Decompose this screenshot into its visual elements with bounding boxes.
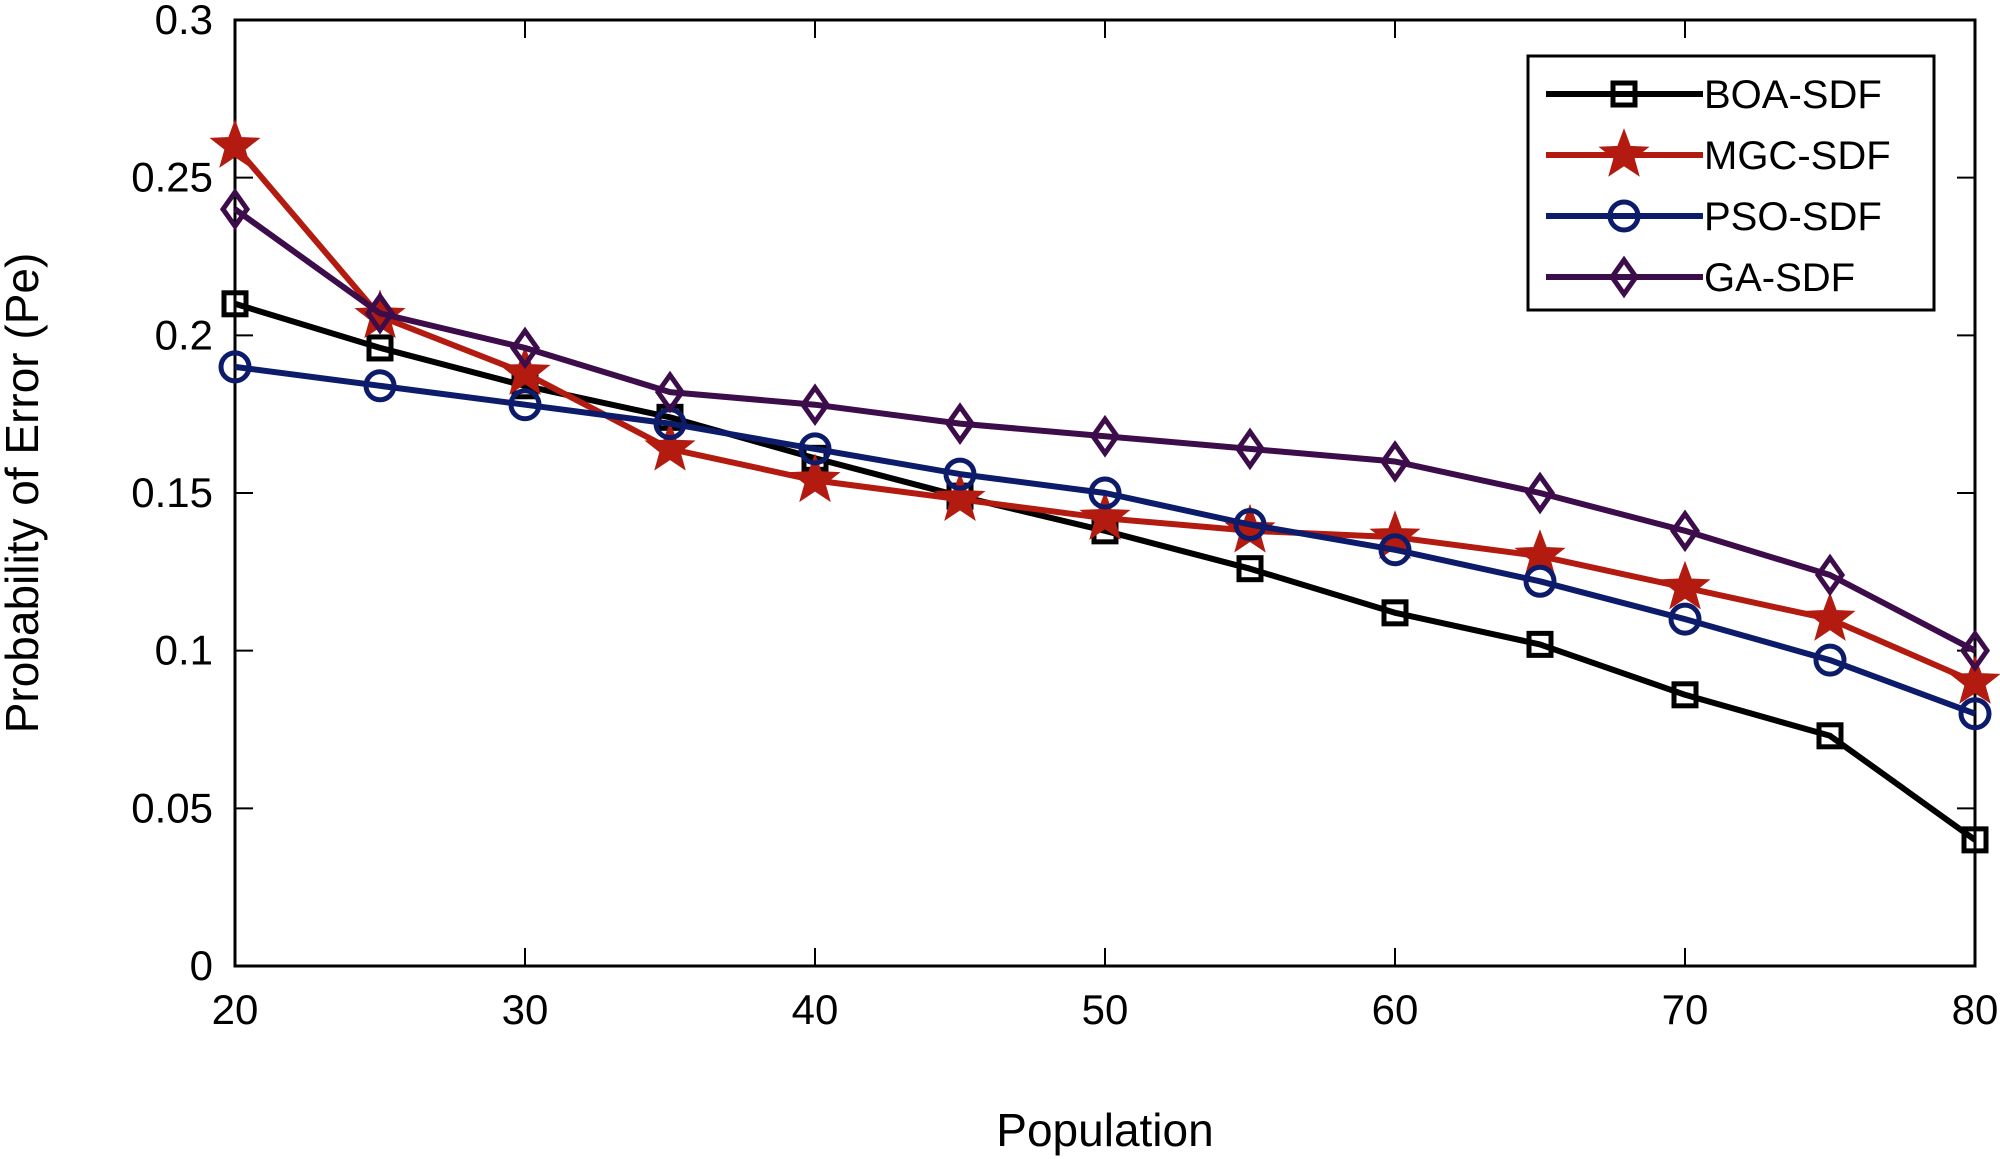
- axis-ticks: 20 30 40 50 60 70 80 0 0.05 0.1 0.15 0.2 0.25 0.3: [131, 0, 1998, 1033]
- data-point: [654, 370, 686, 414]
- x-axis-title: Population: [996, 1104, 1213, 1156]
- data-point: [789, 453, 841, 503]
- data-point: [1804, 592, 1856, 641]
- data-point: [798, 432, 832, 466]
- data-point: [1610, 80, 1638, 108]
- x-tick-label: 30: [502, 986, 549, 1033]
- legend-box: [1526, 54, 1936, 312]
- data-point: [209, 119, 261, 168]
- y-tick-label: 0.05: [131, 784, 213, 831]
- x-tick-label: 70: [1662, 986, 1709, 1033]
- x-tick-label: 40: [792, 986, 839, 1033]
- y-tick-label: 0.15: [131, 469, 213, 516]
- data-point: [221, 290, 249, 318]
- data-point: [1079, 491, 1131, 540]
- data-point: [1378, 533, 1412, 567]
- data-point: [508, 388, 542, 422]
- data-point: [644, 422, 696, 471]
- legend: BOA-SDF MGC-SDF PSO-SDF GA-SDF: [1526, 54, 1936, 312]
- y-tick-label: 0.2: [155, 311, 213, 358]
- data-point: [1608, 255, 1640, 299]
- data-point: [1669, 509, 1701, 553]
- data-point: [1381, 599, 1409, 627]
- data-point: [1959, 629, 1991, 673]
- series-line: [234, 363, 1977, 717]
- data-point: [1088, 476, 1122, 510]
- data-point: [1961, 826, 1989, 854]
- data-point: [934, 472, 986, 522]
- data-point: [1814, 553, 1846, 597]
- legend-item: PSO-SDF: [1546, 195, 1882, 239]
- data-point: [944, 402, 976, 445]
- data-point: [1236, 555, 1264, 583]
- data-point: [499, 346, 551, 395]
- series-pso-sdf: [218, 350, 1992, 731]
- x-tick-label: 50: [1082, 986, 1129, 1033]
- legend-label: MGC-SDF: [1704, 134, 1891, 178]
- series-line: [234, 300, 1977, 843]
- series-layer: [209, 119, 2000, 854]
- legend-item: MGC-SDF: [1546, 128, 1891, 178]
- data-point: [1598, 128, 1650, 177]
- data-point: [1524, 471, 1556, 515]
- data-point: [1813, 643, 1847, 677]
- data-point: [943, 457, 977, 491]
- data-point: [364, 291, 396, 335]
- data-point: [1671, 681, 1699, 709]
- data-point: [363, 369, 397, 403]
- data-point: [1607, 199, 1641, 233]
- x-tick-label: 60: [1372, 986, 1419, 1033]
- data-point: [1523, 564, 1557, 598]
- data-point: [1089, 414, 1121, 458]
- data-point: [1233, 508, 1267, 542]
- series-line: [233, 206, 1977, 654]
- legend-label: GA-SDF: [1704, 256, 1855, 300]
- data-point: [218, 350, 252, 384]
- data-point: [366, 334, 394, 362]
- x-tick-label: 80: [1952, 986, 1999, 1033]
- data-point: [1526, 630, 1554, 658]
- y-tick-label: 0.1: [155, 627, 213, 674]
- legend-label: BOA-SDF: [1704, 73, 1882, 117]
- x-tick-label: 20: [212, 986, 259, 1033]
- data-point: [1668, 602, 1702, 636]
- y-tick-label: 0: [190, 942, 213, 989]
- legend-label: PSO-SDF: [1704, 195, 1882, 239]
- series-ga-sdf: [219, 187, 1991, 673]
- data-point: [1659, 560, 1711, 610]
- y-tick-label: 0.25: [131, 154, 213, 201]
- data-point: [509, 326, 541, 370]
- y-tick-label: 0.3: [155, 0, 213, 43]
- data-point: [1816, 722, 1844, 750]
- data-point: [1949, 655, 2000, 704]
- legend-item: GA-SDF: [1546, 255, 1855, 300]
- data-point: [1958, 697, 1992, 731]
- legend-item: BOA-SDF: [1546, 73, 1882, 117]
- data-point: [219, 187, 251, 231]
- data-point: [1379, 440, 1411, 483]
- y-axis-title: Probability of Error (Pe): [0, 253, 48, 734]
- data-point: [799, 383, 831, 427]
- data-point: [1234, 427, 1266, 471]
